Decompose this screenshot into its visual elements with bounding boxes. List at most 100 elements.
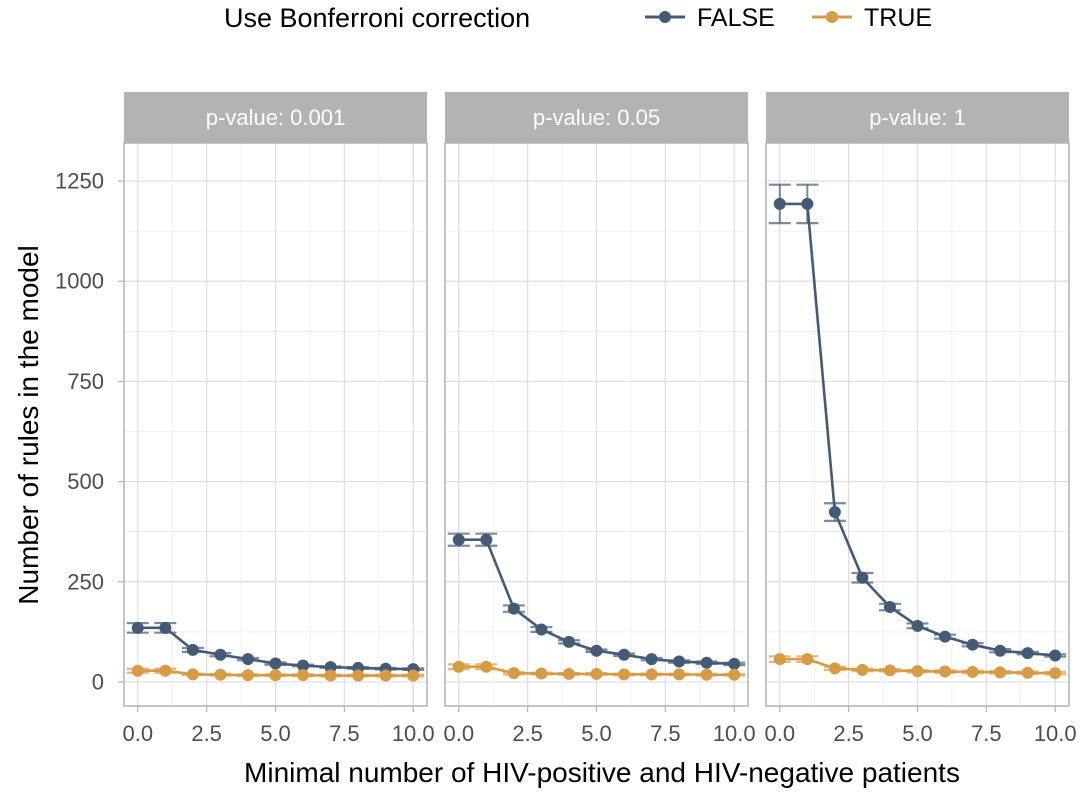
legend-label-false: FALSE <box>697 4 775 32</box>
y-tick-label: 500 <box>67 469 104 494</box>
data-marks <box>126 621 425 682</box>
data-point-true <box>911 665 924 678</box>
x-tick-label: 0.0 <box>443 721 474 746</box>
data-marks <box>447 532 746 681</box>
legend: Use Bonferroni correction FALSE TRUE <box>224 3 932 33</box>
x-tick-label: 10.0 <box>392 721 435 746</box>
data-point-true <box>700 668 713 681</box>
data-point-false <box>297 659 310 672</box>
data-point-true <box>994 666 1007 679</box>
strip-label: p-value: 0.05 <box>533 105 660 130</box>
data-point-true <box>186 668 199 681</box>
data-point-true <box>480 660 493 673</box>
data-point-false <box>1021 647 1034 660</box>
x-tick-label: 2.5 <box>512 721 543 746</box>
data-point-true <box>159 664 172 677</box>
x-tick-label: 2.5 <box>833 721 864 746</box>
x-tick-label: 7.5 <box>650 721 681 746</box>
panel-2: p-value: 0.05 0.0 2.5 5.0 7.5 10.0 <box>443 92 756 746</box>
data-point-true <box>645 668 658 681</box>
panel-3: p-value: 1 0.0 2.5 5.0 7.5 10.0 <box>764 92 1077 746</box>
data-point-true <box>828 662 841 675</box>
y-tick-label: 0 <box>92 669 104 694</box>
data-point-true <box>452 660 465 673</box>
data-point-true <box>324 669 337 682</box>
data-point-false <box>269 657 282 670</box>
data-point-true <box>1049 667 1062 680</box>
data-point-false <box>590 644 603 657</box>
data-point-false <box>883 601 896 614</box>
gridlines <box>766 143 1069 706</box>
data-marks <box>768 183 1067 680</box>
data-point-false <box>159 621 172 634</box>
panel-1: p-value: 0.001 0.0 2.5 5.0 7.5 10.0 <box>118 92 435 746</box>
x-tick-label: 0.0 <box>122 721 153 746</box>
data-point-false <box>856 571 869 584</box>
gridlines <box>445 143 748 706</box>
data-point-false <box>773 197 786 210</box>
data-point-false <box>131 621 144 634</box>
data-point-false <box>507 602 520 615</box>
y-tick-label: 1250 <box>55 169 104 194</box>
x-tick-label: 7.5 <box>971 721 1002 746</box>
strip-label: p-value: 1 <box>869 105 966 130</box>
data-point-false <box>728 657 741 670</box>
legend-marker-true <box>826 11 838 23</box>
data-point-false <box>480 533 493 546</box>
data-point-false <box>186 643 199 656</box>
data-point-true <box>673 668 686 681</box>
data-point-true <box>856 663 869 676</box>
data-point-true <box>801 653 814 666</box>
data-point-false <box>994 644 1007 657</box>
x-axis: 0.0 2.5 5.0 7.5 10.0 <box>764 706 1077 746</box>
data-point-true <box>618 668 631 681</box>
strip-label: p-value: 0.001 <box>206 105 345 130</box>
x-tick-label: 10.0 <box>713 721 756 746</box>
x-tick-label: 5.0 <box>902 721 933 746</box>
data-point-true <box>562 667 575 680</box>
data-point-false <box>673 655 686 668</box>
x-tick-label: 5.0 <box>260 721 291 746</box>
data-point-false <box>700 656 713 669</box>
data-point-true <box>214 668 227 681</box>
x-tick-label: 7.5 <box>329 721 360 746</box>
data-point-true <box>590 667 603 680</box>
data-point-false <box>618 648 631 661</box>
data-point-false <box>324 661 337 674</box>
data-point-false <box>645 653 658 666</box>
data-point-true <box>131 664 144 677</box>
y-tick-label: 1000 <box>55 269 104 294</box>
y-tick-label: 750 <box>67 369 104 394</box>
data-point-false <box>828 506 841 519</box>
x-axis-title: Minimal number of HIV-positive and HIV-n… <box>244 757 960 788</box>
data-point-false <box>241 653 254 666</box>
y-axis: 0 250 500 750 1000 1250 <box>55 169 104 695</box>
data-point-false <box>966 638 979 651</box>
x-axis: 0.0 2.5 5.0 7.5 10.0 <box>118 180 435 746</box>
data-point-true <box>352 669 365 682</box>
data-point-true <box>407 669 420 682</box>
strip-background <box>445 92 748 143</box>
x-tick-label: 5.0 <box>581 721 612 746</box>
y-tick-label: 250 <box>67 569 104 594</box>
data-point-false <box>535 623 548 636</box>
data-point-true <box>728 668 741 681</box>
legend-title: Use Bonferroni correction <box>224 3 530 33</box>
data-point-false <box>214 648 227 661</box>
data-point-true <box>507 667 520 680</box>
x-tick-label: 10.0 <box>1034 721 1077 746</box>
data-point-false <box>1049 649 1062 662</box>
strip-background <box>124 92 427 143</box>
data-point-true <box>883 664 896 677</box>
x-axis: 0.0 2.5 5.0 7.5 10.0 <box>443 706 756 746</box>
strip-background <box>766 92 1069 143</box>
data-point-false <box>911 619 924 632</box>
legend-item-true: TRUE <box>812 4 932 32</box>
gridlines <box>124 143 427 706</box>
data-point-true <box>966 665 979 678</box>
legend-label-true: TRUE <box>864 4 932 32</box>
legend-marker-false <box>659 11 671 23</box>
data-point-true <box>297 669 310 682</box>
data-point-true <box>535 667 548 680</box>
